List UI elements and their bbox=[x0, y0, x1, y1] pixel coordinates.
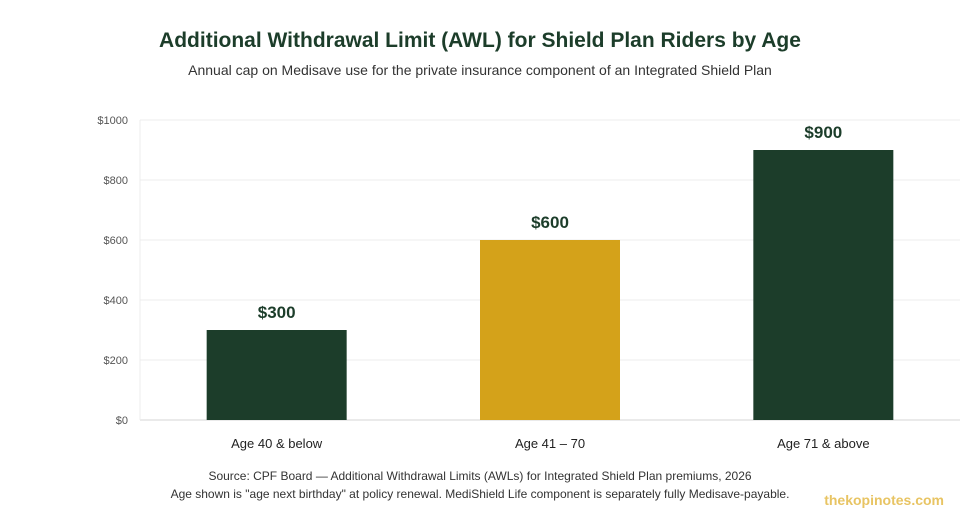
chart-title: Additional Withdrawal Limit (AWL) for Sh… bbox=[159, 29, 801, 52]
x-tick-label: Age 40 & below bbox=[231, 436, 323, 451]
bar-chart: $0 $200 $400 $600 $800 $1000 $300 $600 $900 Age… bbox=[97, 115, 960, 451]
bar bbox=[753, 150, 894, 420]
source-line-1: Source: CPF Board — Additional Withdrawa… bbox=[208, 469, 752, 483]
brand-watermark: thekopinotes.com bbox=[824, 492, 944, 508]
bars bbox=[206, 150, 894, 420]
y-tick-label: $400 bbox=[104, 295, 128, 307]
chart-subtitle: Annual cap on Medisave use for the priva… bbox=[188, 62, 772, 78]
y-tick-label: $600 bbox=[104, 235, 128, 247]
source-note: Source: CPF Board — Additional Withdrawa… bbox=[0, 467, 960, 503]
source-line-2: Age shown is "age next birthday" at poli… bbox=[170, 487, 790, 501]
bar bbox=[480, 240, 620, 420]
data-label: $600 bbox=[531, 213, 569, 232]
x-axis: Age 40 & below Age 41 – 70 Age 71 & above bbox=[231, 436, 869, 451]
y-tick-label: $1000 bbox=[97, 115, 128, 127]
y-tick-label: $0 bbox=[116, 415, 128, 427]
y-tick-label: $800 bbox=[104, 175, 128, 187]
data-label: $900 bbox=[804, 123, 842, 142]
data-label: $300 bbox=[258, 303, 296, 322]
x-tick-label: Age 71 & above bbox=[777, 436, 870, 451]
bar bbox=[206, 330, 347, 420]
value-labels: $300 $600 $900 bbox=[258, 123, 842, 322]
y-axis: $0 $200 $400 $600 $800 $1000 bbox=[97, 115, 141, 427]
x-tick-label: Age 41 – 70 bbox=[515, 436, 585, 451]
y-tick-label: $200 bbox=[104, 355, 128, 367]
